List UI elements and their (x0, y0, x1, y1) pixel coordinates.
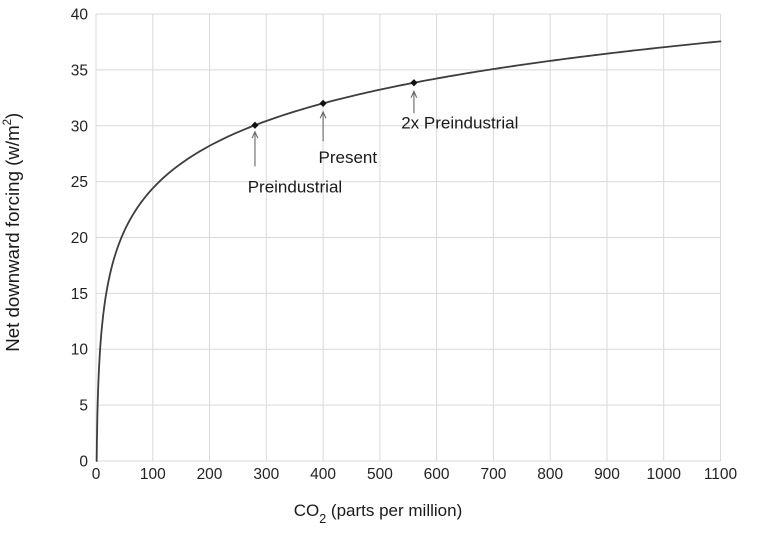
svg-text:2x Preindustrial: 2x Preindustrial (401, 114, 518, 133)
svg-text:0: 0 (79, 454, 88, 471)
svg-text:0: 0 (92, 466, 101, 483)
svg-text:Preindustrial: Preindustrial (248, 178, 343, 197)
svg-text:5: 5 (79, 398, 88, 415)
svg-text:25: 25 (71, 174, 88, 191)
svg-text:1100: 1100 (704, 466, 738, 483)
svg-text:500: 500 (367, 466, 393, 483)
svg-text:40: 40 (71, 7, 89, 24)
svg-text:800: 800 (537, 466, 563, 483)
svg-text:15: 15 (71, 286, 88, 303)
svg-text:CO2 (parts per million): CO2 (parts per million) (294, 501, 463, 526)
svg-text:600: 600 (424, 466, 450, 483)
svg-text:300: 300 (253, 466, 279, 483)
svg-text:700: 700 (480, 466, 506, 483)
svg-text:Present: Present (319, 148, 378, 167)
svg-text:100: 100 (140, 466, 166, 483)
svg-text:20: 20 (71, 230, 89, 247)
svg-text:200: 200 (197, 466, 223, 483)
svg-text:10: 10 (71, 342, 89, 359)
svg-text:400: 400 (310, 466, 336, 483)
svg-text:30: 30 (71, 118, 89, 135)
svg-text:900: 900 (594, 466, 620, 483)
svg-text:1000: 1000 (646, 466, 681, 483)
svg-text:35: 35 (71, 62, 88, 79)
svg-text:Net downward forcing (w/m2): Net downward forcing (w/m2) (2, 113, 23, 352)
